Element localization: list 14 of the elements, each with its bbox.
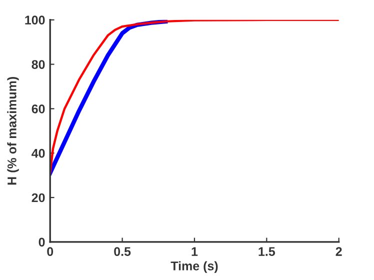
y-tick-label: 100 — [25, 16, 45, 25]
line-series — [50, 20, 339, 174]
x-axis-title: Time (s) — [170, 261, 218, 273]
y-tick-label: 40 — [32, 148, 45, 158]
x-tick-label: 1.5 — [258, 247, 276, 256]
x-tick-label: 0.5 — [114, 247, 131, 256]
y-tick-label: 0 — [38, 238, 45, 247]
x-tick-label: 1 — [192, 247, 198, 256]
x-tick-label: 2 — [336, 247, 342, 256]
y-tick-label: 20 — [32, 193, 45, 202]
y-tick-label: 80 — [32, 60, 45, 69]
x-tick-label: 0 — [47, 247, 54, 256]
y-tick-label: 60 — [32, 104, 45, 114]
y-axis-title: H (% of maximum) — [7, 77, 19, 185]
